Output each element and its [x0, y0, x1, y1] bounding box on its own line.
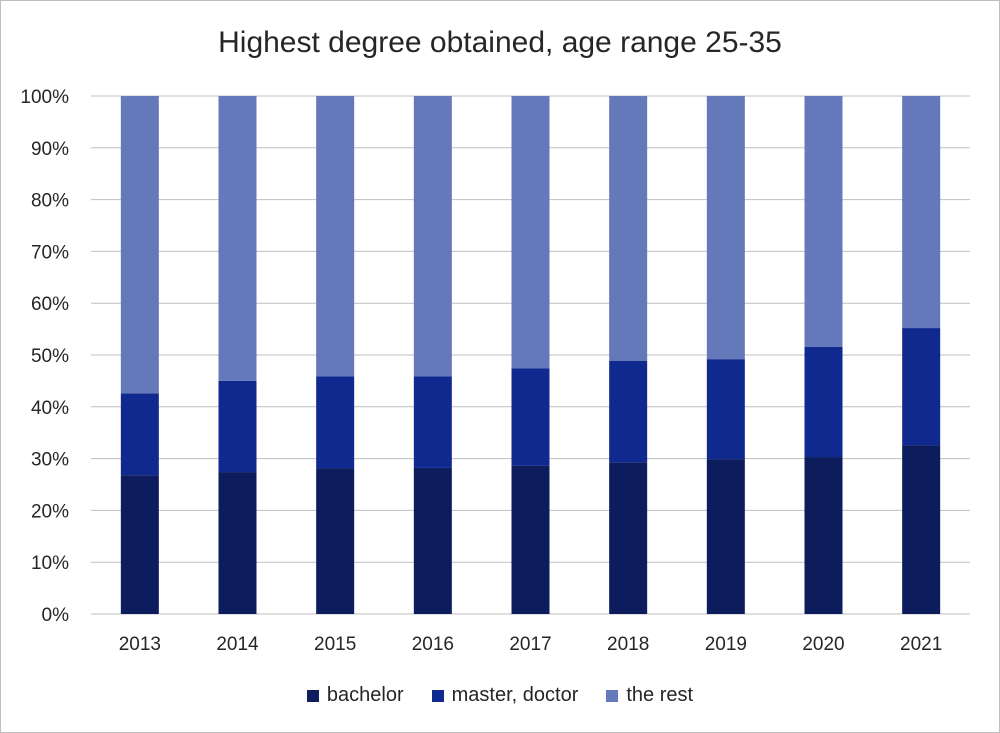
y-tick-label: 100% [20, 87, 69, 108]
x-axis-ticks: 2013 2014 2015 2016 2017 2018 2019 2020 2021 [119, 634, 943, 655]
x-tick-label: 2017 [509, 634, 551, 655]
y-tick-label: 30% [31, 450, 69, 471]
x-tick-label: 2021 [900, 634, 942, 655]
bar-segment-master-doctor-2019 [706, 359, 745, 460]
bar-segment-master-doctor-2017 [511, 368, 550, 466]
legend-label-master-doctor: master, doctor [451, 684, 579, 706]
bar-segment-master-doctor-2020 [804, 346, 843, 458]
x-tick-label: 2020 [802, 634, 844, 655]
bar-segment-master-doctor-2016 [413, 376, 452, 468]
y-axis-ticks: 0% 10% 20% 30% 40% 50% 60% 70% 80% 90% 100% [20, 87, 69, 626]
y-tick-label: 80% [31, 191, 69, 212]
y-tick-label: 10% [31, 553, 69, 574]
bar-segment-bachelor-2020 [804, 457, 843, 614]
bar-segment-the-rest-2021 [902, 96, 941, 329]
bar-segment-master-doctor-2018 [609, 360, 648, 463]
x-tick-label: 2014 [216, 634, 259, 655]
x-tick-label: 2016 [412, 634, 454, 655]
legend-label-bachelor: bachelor [326, 684, 404, 706]
y-tick-label: 0% [42, 605, 70, 626]
bar-segment-master-doctor-2021 [902, 328, 941, 446]
y-tick-label: 60% [31, 294, 69, 315]
legend: bachelor master, doctor the rest [0, 684, 1000, 707]
legend-label-the-rest: the rest [626, 684, 694, 706]
bar-segment-bachelor-2021 [902, 445, 941, 614]
bar-segment-master-doctor-2015 [316, 376, 355, 469]
x-tick-label: 2018 [607, 634, 649, 655]
x-tick-label: 2019 [705, 634, 747, 655]
chart-title: Highest degree obtained, age range 25-35 [218, 26, 782, 59]
bar-segment-the-rest-2020 [804, 96, 843, 347]
y-tick-label: 90% [31, 139, 69, 160]
legend-swatch-master-doctor [431, 689, 444, 702]
bar-segment-bachelor-2016 [413, 467, 452, 614]
bar-segment-the-rest-2014 [218, 96, 257, 381]
legend-swatch-the-rest [606, 689, 619, 702]
bar-segment-the-rest-2013 [120, 96, 159, 394]
x-tick-label: 2013 [119, 634, 161, 655]
bar-segment-the-rest-2019 [706, 96, 745, 360]
bar-segment-the-rest-2017 [511, 96, 550, 369]
bar-segment-bachelor-2019 [706, 459, 745, 614]
y-tick-label: 40% [31, 398, 69, 419]
bar-segment-the-rest-2015 [316, 96, 355, 377]
legend-item-bachelor: bachelor [306, 684, 404, 707]
legend-item-master-doctor: master, doctor [431, 684, 579, 707]
bar-segment-the-rest-2016 [413, 96, 452, 377]
bar-segment-master-doctor-2013 [120, 393, 159, 476]
bar-segment-bachelor-2015 [316, 468, 355, 614]
bar-segment-the-rest-2018 [609, 96, 648, 361]
legend-item-the-rest: the rest [606, 684, 693, 707]
bars [120, 96, 941, 614]
bar-segment-bachelor-2013 [120, 475, 159, 614]
x-tick-label: 2015 [314, 634, 356, 655]
y-tick-label: 20% [31, 501, 69, 522]
y-tick-label: 50% [31, 346, 69, 367]
legend-swatch-bachelor [306, 689, 319, 702]
bar-segment-bachelor-2014 [218, 472, 257, 614]
y-tick-label: 70% [31, 242, 69, 263]
bar-segment-master-doctor-2014 [218, 380, 257, 473]
bar-segment-bachelor-2018 [609, 462, 648, 614]
bar-segment-bachelor-2017 [511, 465, 550, 614]
